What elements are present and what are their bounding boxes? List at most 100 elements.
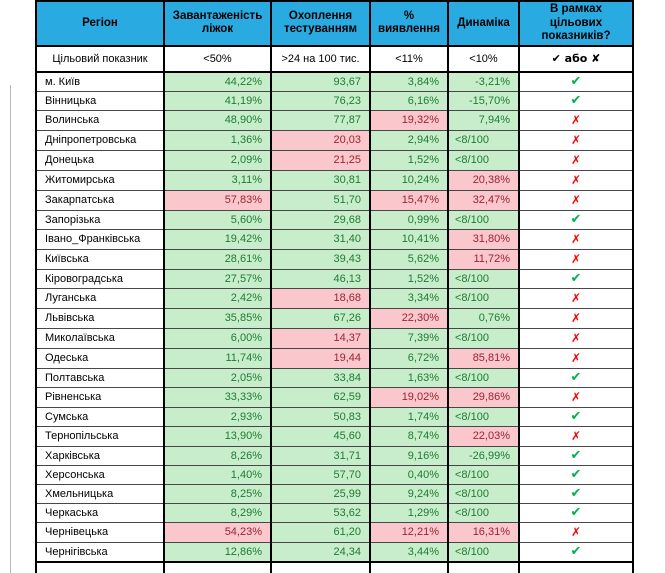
cell-result: ✔ <box>518 268 634 289</box>
cell-detection: 1,52% <box>369 149 449 171</box>
cross-icon: ✗ <box>570 290 582 305</box>
cell-testing: 61,20 <box>270 521 371 543</box>
table-body: Цільовий показник <50% >24 на 100 тис. <11%… <box>35 44 634 573</box>
cell-result: ✗ <box>518 521 634 543</box>
table-row: Луганська 2,42% 18,68 3,34% <8/100 ✗ <box>35 287 634 309</box>
cross-icon: ✗ <box>570 428 582 443</box>
cell-detection: 2,94% <box>369 129 449 151</box>
cell-region: Херсонська <box>35 464 165 485</box>
cell-region: Закарпатська <box>35 189 165 211</box>
cell-testing: 53,62 <box>270 502 371 523</box>
cross-icon: ✗ <box>570 172 582 187</box>
table-row: Тернопільська 13,90% 45,60 8,74% 22,03% ✗ <box>35 425 634 447</box>
table-row: Донецька 2,09% 21,25 1,52% <8/100 ✗ <box>35 149 634 171</box>
cell-testing: 29,68 <box>270 209 371 230</box>
cell-result: ✗ <box>518 149 634 171</box>
cell-dynamics: <8/100 <box>447 287 520 309</box>
cross-icon: ✗ <box>570 251 582 266</box>
col-header-dynamics: Динаміка <box>447 0 520 47</box>
cell-testing: 62,59 <box>270 386 371 408</box>
table-row: Волинська 48,90% 77,87 19,32% 7,94% ✗ <box>35 109 634 131</box>
cell-detection: 8,74% <box>369 425 449 447</box>
regions-indicator-table: Регіон Завантаженість ліжок Охоплення тест… <box>35 0 634 573</box>
check-icon: ✔ <box>570 543 582 559</box>
table-row: Миколаївська 6,00% 14,37 7,39% <8/100 ✗ <box>35 327 634 349</box>
target-result: ✔ або ✘ <box>518 44 634 73</box>
cell-beds: 2,93% <box>163 406 272 427</box>
cell-detection: 6,16% <box>369 90 449 111</box>
cross-icon: ✗ <box>570 132 582 147</box>
cell-beds: 8,26% <box>163 445 272 466</box>
partial-row <box>35 560 634 573</box>
cell-dynamics: 0,76% <box>447 307 520 329</box>
cell-detection: 12,21% <box>369 521 449 543</box>
cell-result: ✗ <box>518 327 634 349</box>
cell-detection: 1,52% <box>369 268 449 289</box>
cell-detection: 1,29% <box>369 502 449 523</box>
cell-result: ✔ <box>518 464 634 485</box>
cell-beds: 8,29% <box>163 502 272 523</box>
cell-testing: 93,67 <box>270 71 371 92</box>
check-icon: ✔ <box>570 485 582 501</box>
target-region: Цільовий показник <box>35 44 165 73</box>
cell-result: ✗ <box>518 169 634 191</box>
cell-beds: 44,22% <box>163 71 272 92</box>
table-row: Херсонська 1,40% 57,70 0,40% <8/100 ✔ <box>35 464 634 485</box>
table-row: Одеська 11,74% 19,44 6,72% 85,81% ✗ <box>35 347 634 369</box>
check-icon: ✔ <box>570 92 582 108</box>
cell-region: Чернівецька <box>35 521 165 543</box>
cell-region: Миколаївська <box>35 327 165 349</box>
check-icon: ✔ <box>570 270 582 286</box>
cell-beds: 41,19% <box>163 90 272 111</box>
target-row: Цільовий показник <50% >24 на 100 тис. <11%… <box>35 44 634 73</box>
cell-detection: 3,84% <box>369 71 449 92</box>
cell-dynamics: <8/100 <box>447 367 520 388</box>
cell-beds: 8,25% <box>163 483 272 504</box>
cell-testing: 31,40 <box>270 228 371 250</box>
cell-dynamics: 16,31% <box>447 521 520 543</box>
cell-region: Полтавська <box>35 367 165 388</box>
cell-dynamics: <8/100 <box>447 149 520 171</box>
cell-dynamics: <8/100 <box>447 464 520 485</box>
cell-testing: 18,68 <box>270 287 371 309</box>
cell-region: Сумська <box>35 406 165 427</box>
cell-testing: 67,26 <box>270 307 371 329</box>
cell-beds: 13,90% <box>163 425 272 447</box>
cell-region: Одеська <box>35 347 165 369</box>
cell-result: ✔ <box>518 483 634 504</box>
cell-detection: 1,74% <box>369 406 449 427</box>
check-icon: ✔ <box>570 447 582 463</box>
cell-testing: 77,87 <box>270 109 371 131</box>
cell-beds: 2,09% <box>163 149 272 171</box>
cell-detection: 5,62% <box>369 248 449 270</box>
check-icon: ✔ <box>570 211 582 227</box>
cross-icon: ✗ <box>570 350 582 365</box>
table-row: Рівненська 33,33% 62,59 19,02% 29,86% ✗ <box>35 386 634 408</box>
cell-detection: 7,39% <box>369 327 449 349</box>
cell-region: Черкаська <box>35 502 165 523</box>
cell-result: ✔ <box>518 90 634 111</box>
target-dynamics: <10% <box>447 44 520 73</box>
cell-region: Донецька <box>35 149 165 171</box>
cell-region: Дніпропетровська <box>35 129 165 151</box>
cell-dynamics: <8/100 <box>447 541 520 562</box>
cell-dynamics: <8/100 <box>447 502 520 523</box>
cell-region: м. Київ <box>35 71 165 92</box>
cross-icon: ✗ <box>570 310 582 325</box>
table-row: Харківська 8,26% 31,71 9,16% -26,99% ✔ <box>35 445 634 466</box>
cell-beds: 27,57% <box>163 268 272 289</box>
cell-beds: 1,36% <box>163 129 272 151</box>
cell-region: Рівненська <box>35 386 165 408</box>
table-row: м. Київ 44,22% 93,67 3,84% -3,21% ✔ <box>35 71 634 92</box>
table-row: Запорізька 5,60% 29,68 0,99% <8/100 ✔ <box>35 209 634 230</box>
cell-detection: 10,41% <box>369 228 449 250</box>
cell-testing: 39,43 <box>270 248 371 270</box>
table-row: Полтавська 2,05% 33,84 1,63% <8/100 ✔ <box>35 367 634 388</box>
cell-result: ✗ <box>518 307 634 329</box>
cell-result: ✗ <box>518 228 634 250</box>
cell-testing: 57,70 <box>270 464 371 485</box>
cell-beds: 33,33% <box>163 386 272 408</box>
table-row: Житомирська 3,11% 30,81 10,24% 20,38% ✗ <box>35 169 634 191</box>
cell-beds: 28,61% <box>163 248 272 270</box>
cell-dynamics: <8/100 <box>447 209 520 230</box>
